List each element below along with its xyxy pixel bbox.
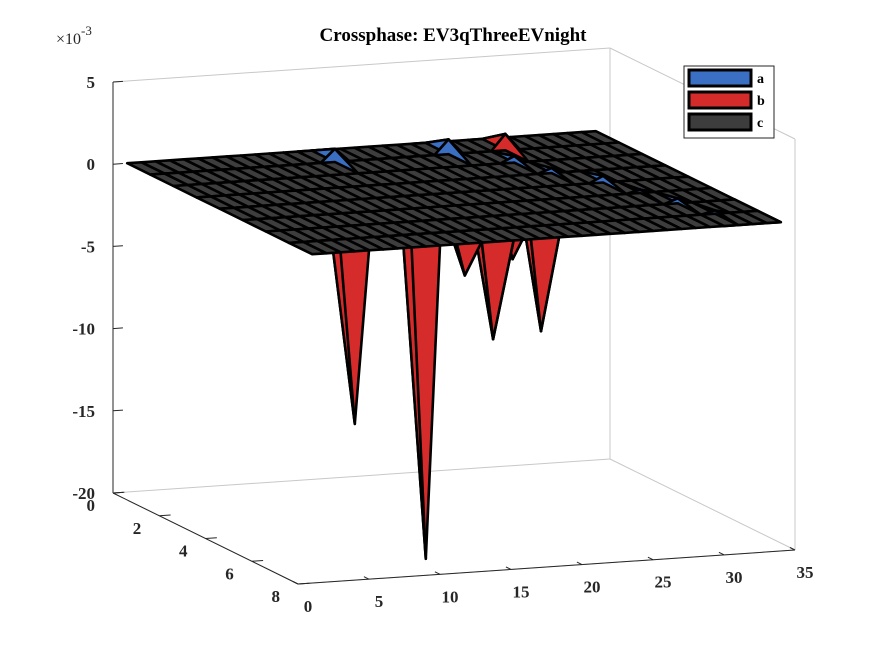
x-tick-mark	[647, 556, 654, 561]
x-tick-label: 35	[797, 563, 814, 582]
z-tick-label: -20	[72, 484, 95, 503]
z-tick-label: 5	[87, 73, 96, 92]
y-tick-mark	[251, 559, 264, 562]
axis-box-line	[112, 458, 611, 494]
axes-box	[112, 47, 796, 585]
surface-plot	[125, 129, 783, 561]
x-tick-label: 30	[726, 568, 743, 587]
y-tick-label: 8	[272, 587, 281, 606]
x-tick-mark	[505, 566, 512, 570]
z-tick-mark	[112, 80, 123, 83]
z-tick-label: -15	[72, 402, 95, 421]
z-tick-label: -5	[81, 237, 95, 256]
chart-title: Crossphase: EV3qThreeEVnight	[320, 25, 588, 46]
axis-box-line	[112, 47, 611, 83]
x-tick-mark	[789, 547, 796, 551]
z-tick-mark	[112, 163, 123, 165]
x-tick-label: 10	[442, 587, 459, 606]
x-tick-label: 5	[375, 592, 384, 611]
legend-label-b: b	[757, 94, 765, 109]
x-tick-mark	[363, 576, 370, 580]
x-tick-mark	[576, 561, 583, 566]
z-tick-mark	[112, 327, 123, 330]
y-tick-label: 0	[87, 496, 96, 515]
legend-swatch-b	[687, 90, 753, 110]
y-tick-mark	[159, 514, 171, 517]
z-tick-label: 0	[87, 155, 96, 174]
z-tick-mark	[112, 409, 123, 412]
x-axis-line	[297, 549, 796, 585]
y-tick-label: 4	[179, 542, 188, 561]
z-tick-mark	[112, 491, 123, 494]
surface-cell-c	[287, 240, 328, 256]
y-tick-label: 6	[225, 564, 234, 583]
legend[interactable]: abc	[683, 65, 775, 139]
x-tick-label: 20	[584, 578, 601, 597]
x-tick-label: 25	[655, 573, 672, 592]
z-tick-mark	[112, 245, 123, 247]
x-tick-mark	[434, 571, 441, 575]
x-tick-mark	[292, 581, 299, 585]
x-tick-label: 0	[304, 597, 313, 616]
legend-label-c: c	[757, 116, 763, 131]
y-tick-mark	[205, 537, 217, 539]
legend-swatch-a	[687, 68, 753, 88]
y-tick-mark	[297, 582, 310, 585]
y-tick-label: 2	[133, 519, 142, 538]
axis-ticks: 0 5 10 15 20 25 30 35 0 2 4 6 8 -20 -15 -10 -5 0 5	[72, 73, 813, 616]
legend-swatch-c	[687, 112, 753, 132]
x-tick-label: 15	[513, 582, 530, 601]
legend-label-a: a	[757, 72, 764, 87]
z-tick-label: -10	[72, 320, 95, 339]
axis-box-line	[609, 458, 796, 551]
x-tick-mark	[718, 551, 725, 556]
z-exponent-label: ×10-3	[56, 23, 92, 48]
